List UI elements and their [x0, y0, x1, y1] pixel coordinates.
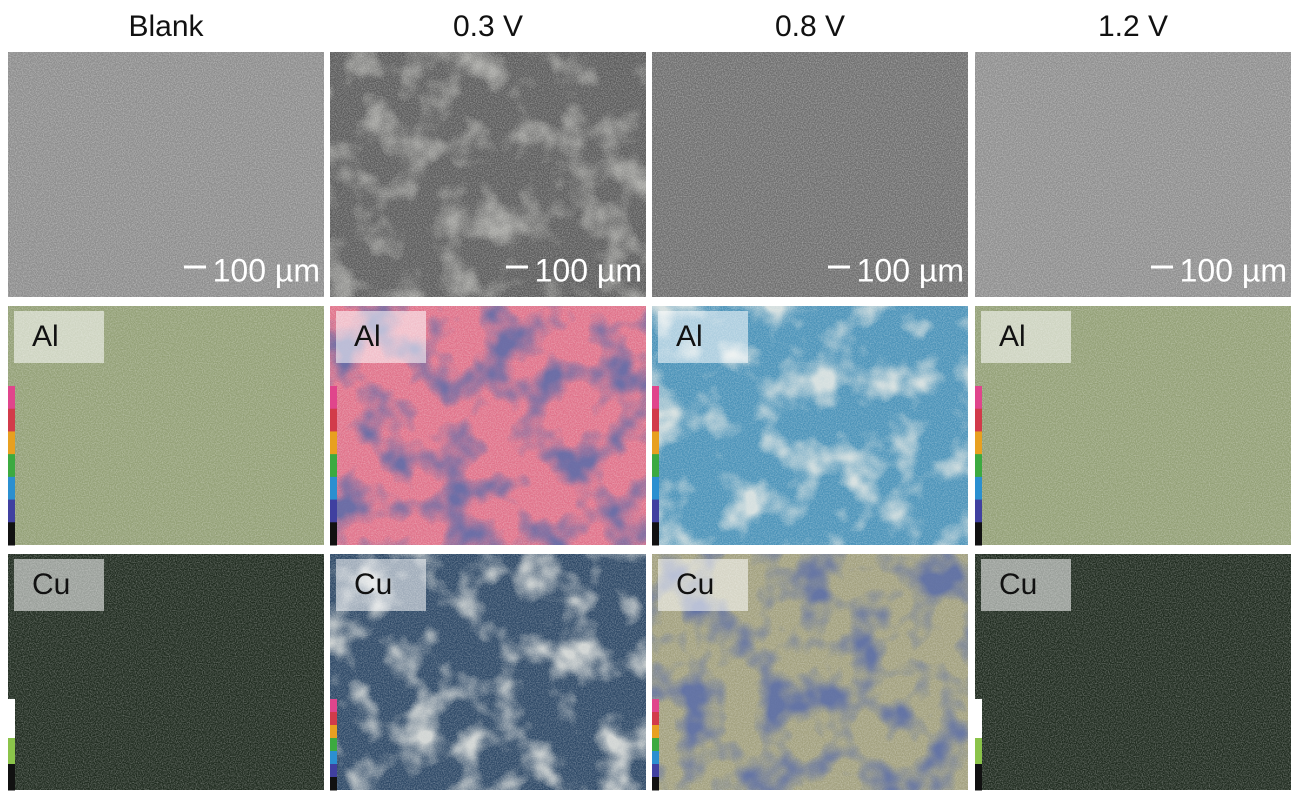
element-label: Al	[32, 320, 59, 353]
color-scale	[652, 751, 659, 765]
column-title: 0.3 V	[453, 10, 523, 43]
element-label: Al	[676, 320, 703, 353]
color-scale	[975, 725, 982, 739]
page: Blank 100 µm Al Cu 0.3 V 100 µm Al Cu 0.8 V 100 µ…	[0, 0, 1291, 791]
color-scale	[652, 712, 659, 726]
color-scale	[330, 431, 337, 454]
color-scale	[652, 454, 659, 477]
color-scale	[8, 738, 15, 752]
color-scale	[8, 699, 15, 713]
color-scale	[330, 712, 337, 726]
element-label: Al	[354, 320, 381, 353]
color-scale	[8, 477, 15, 500]
scale-bar-label: 100 µm	[857, 252, 964, 288]
figure: Blank 100 µm Al Cu 0.3 V 100 µm Al Cu 0.8 V 100 µ…	[0, 0, 1291, 791]
color-scale	[8, 431, 15, 454]
color-scale	[975, 712, 982, 726]
color-scale	[8, 712, 15, 726]
color-scale	[975, 751, 982, 765]
color-scale	[8, 409, 15, 432]
color-scale	[975, 477, 982, 500]
element-label: Cu	[354, 568, 392, 601]
color-scale	[8, 522, 15, 545]
color-scale	[652, 777, 659, 791]
column-title: Blank	[128, 10, 204, 43]
color-scale	[8, 751, 15, 765]
color-scale	[330, 386, 337, 409]
color-scale	[8, 454, 15, 477]
color-scale	[652, 386, 659, 409]
color-scale	[975, 738, 982, 752]
color-scale	[330, 500, 337, 523]
scale-bar-label: 100 µm	[535, 252, 642, 288]
element-label: Cu	[999, 568, 1037, 601]
color-scale	[330, 777, 337, 791]
color-scale	[975, 699, 982, 713]
element-label: Cu	[32, 568, 70, 601]
color-scale	[652, 738, 659, 752]
column-title: 0.8 V	[775, 10, 845, 43]
color-scale	[330, 725, 337, 739]
color-scale	[652, 699, 659, 713]
color-scale	[330, 454, 337, 477]
color-scale	[652, 409, 659, 432]
color-scale	[975, 431, 982, 454]
color-scale	[975, 522, 982, 545]
color-scale	[652, 522, 659, 545]
color-scale	[330, 738, 337, 752]
color-scale	[975, 454, 982, 477]
column-title: 1.2 V	[1098, 10, 1168, 43]
element-label: Al	[999, 320, 1026, 353]
color-scale	[975, 777, 982, 791]
color-scale	[652, 477, 659, 500]
color-scale	[8, 500, 15, 523]
scale-bar-label: 100 µm	[213, 252, 320, 288]
color-scale	[652, 725, 659, 739]
label-box	[981, 311, 1071, 363]
color-scale	[8, 777, 15, 791]
color-scale	[8, 386, 15, 409]
color-scale	[975, 500, 982, 523]
label-box	[336, 311, 426, 363]
scale-bar-label: 100 µm	[1180, 252, 1287, 288]
color-scale	[975, 386, 982, 409]
color-scale	[975, 409, 982, 432]
color-scale	[330, 522, 337, 545]
color-scale	[330, 699, 337, 713]
color-scale	[652, 431, 659, 454]
element-label: Cu	[676, 568, 714, 601]
color-scale	[330, 409, 337, 432]
label-box	[14, 311, 104, 363]
color-scale	[652, 764, 659, 778]
label-box	[658, 311, 748, 363]
color-scale	[975, 764, 982, 778]
color-scale	[330, 477, 337, 500]
color-scale	[652, 500, 659, 523]
color-scale	[8, 725, 15, 739]
color-scale	[8, 764, 15, 778]
color-scale	[330, 751, 337, 765]
color-scale	[330, 764, 337, 778]
